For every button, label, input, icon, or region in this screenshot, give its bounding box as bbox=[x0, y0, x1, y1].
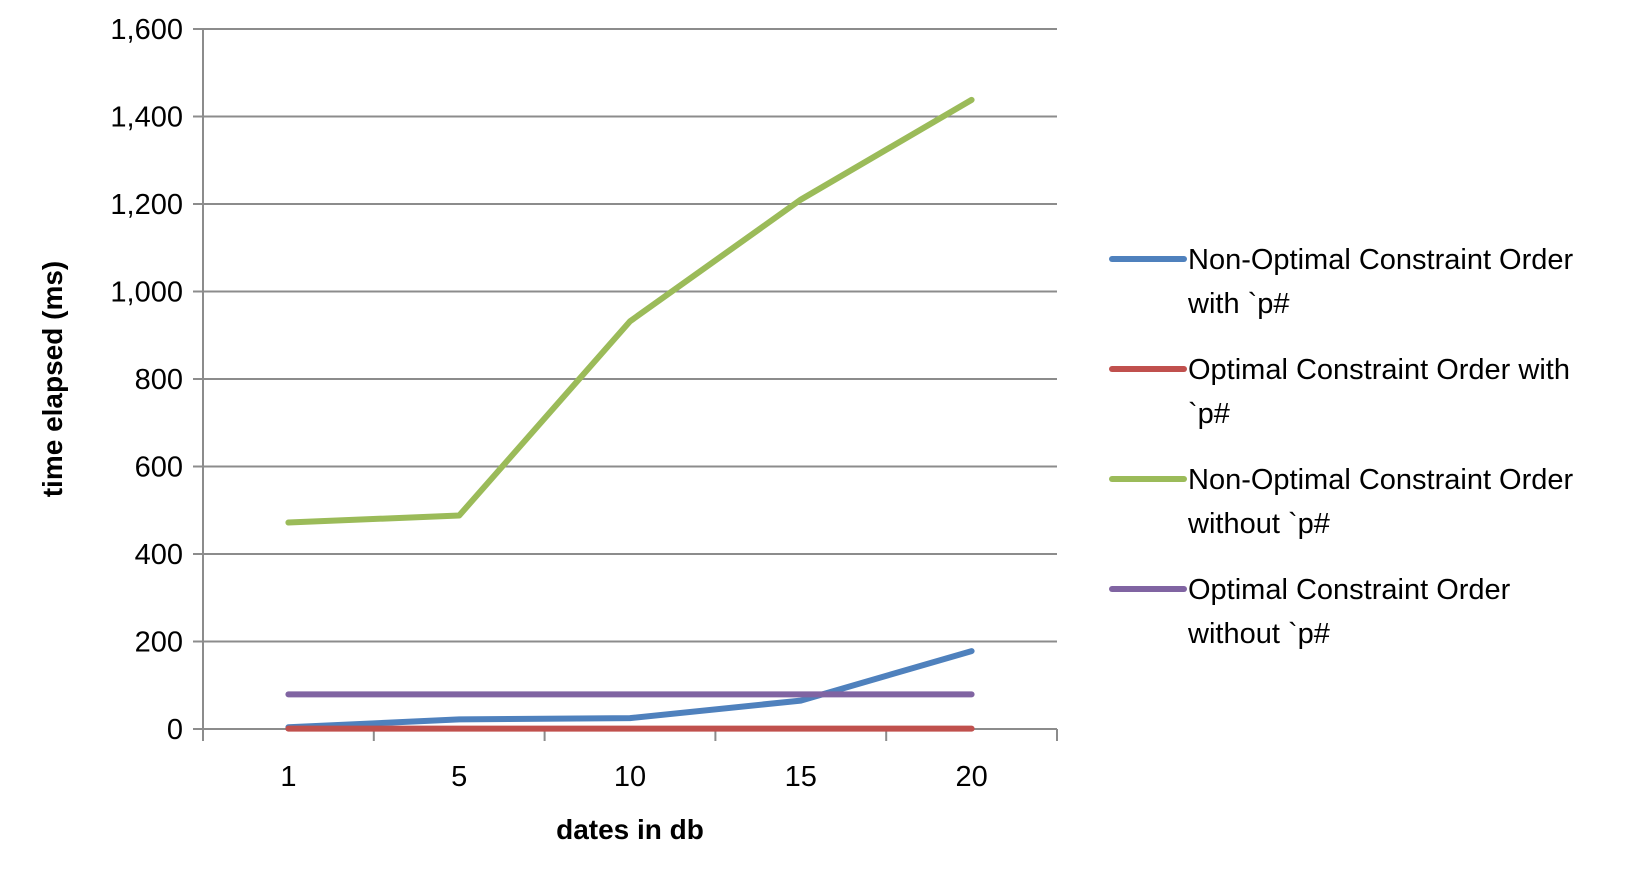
x-tick-label: 20 bbox=[955, 761, 987, 793]
series-line-3 bbox=[285, 96, 975, 526]
y-tick-label: 0 bbox=[167, 714, 183, 746]
legend-entry-2: Optimal Constraint Order with `p# bbox=[1109, 354, 1570, 430]
legend-entry-1: Non-Optimal Constraint Order with `p# bbox=[1109, 244, 1574, 320]
y-tick-label: 800 bbox=[135, 364, 183, 396]
legend-label: Optimal Constraint Order with `p# bbox=[1188, 354, 1570, 430]
x-tick-label: 15 bbox=[785, 761, 817, 793]
y-tick-label: 400 bbox=[135, 539, 183, 571]
legend-label: Non-Optimal Constraint Order with `p# bbox=[1187, 244, 1574, 320]
legend-entry-3: Non-Optimal Constraint Order without `p# bbox=[1109, 464, 1574, 540]
y-axis-title: time elapsed (ms) bbox=[37, 261, 68, 498]
x-tick-label: 1 bbox=[280, 761, 296, 793]
legend-entry-4: Optimal Constraint Order without `p# bbox=[1109, 574, 1511, 650]
gridlines bbox=[203, 28, 1057, 643]
y-tick-label: 1,600 bbox=[110, 14, 183, 46]
x-axis-title: dates in db bbox=[556, 814, 704, 845]
y-tick-label: 1,000 bbox=[110, 277, 183, 309]
axes bbox=[193, 28, 1058, 741]
y-tick-label: 600 bbox=[135, 452, 183, 484]
y-tick-label: 1,200 bbox=[110, 189, 183, 221]
series-lines bbox=[285, 96, 975, 732]
x-tick-label: 10 bbox=[614, 761, 646, 793]
y-tick-label: 1,400 bbox=[110, 102, 183, 134]
legend-label: Non-Optimal Constraint Order without `p# bbox=[1187, 464, 1574, 540]
series-line-1 bbox=[285, 648, 975, 731]
x-tick-labels: 1 5 10 15 20 bbox=[280, 761, 987, 793]
legend: Non-Optimal Constraint Order with `p# Opti… bbox=[1109, 244, 1574, 650]
y-tick-labels: 0 200 400 600 800 1,000 1,200 1,400 1,600 bbox=[110, 14, 183, 746]
x-tick-label: 5 bbox=[451, 761, 467, 793]
legend-label: Optimal Constraint Order without `p# bbox=[1187, 574, 1511, 650]
y-tick-label: 200 bbox=[135, 627, 183, 659]
